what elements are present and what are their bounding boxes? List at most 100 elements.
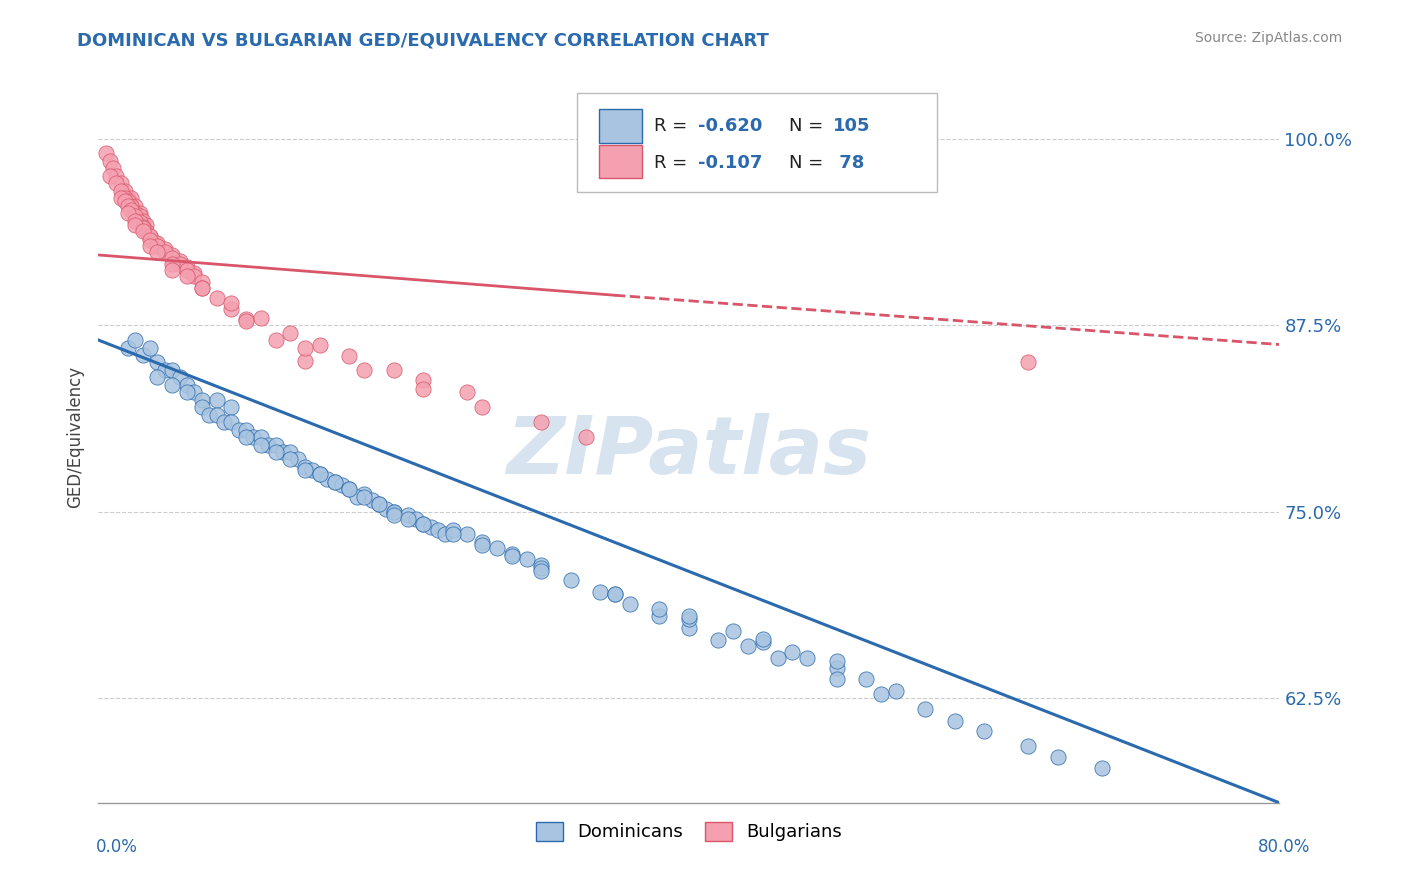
Point [98,169,121,183]
Point [132,348,155,362]
Point [139,228,162,243]
Point [212,415,235,429]
Point [162,363,183,377]
Point [191,392,214,407]
Point [146,239,169,253]
Point [124,213,146,227]
Point [153,244,176,259]
Point [250,437,273,451]
Point [235,423,257,437]
Text: -0.107: -0.107 [699,153,763,172]
Point [124,209,146,223]
Point [191,281,214,295]
Point [280,326,302,340]
Point [169,370,191,384]
Point [162,263,183,277]
Point [294,341,316,355]
Point [235,312,257,326]
Point [124,206,146,220]
Point [153,242,176,256]
Point [678,612,700,626]
Point [323,475,346,489]
Point [560,574,582,588]
Text: R =: R = [654,153,693,172]
Point [294,354,316,368]
Point [737,639,759,653]
Point [368,497,391,511]
Point [346,490,368,504]
Point [198,408,221,422]
Point [250,430,273,444]
Point [264,445,287,459]
Point [382,508,405,522]
Point [530,558,553,573]
Point [353,490,375,504]
Text: N =: N = [789,153,830,172]
Point [114,191,136,205]
Point [1018,355,1040,369]
Point [205,291,228,305]
Point [132,224,155,238]
Point [412,382,434,396]
Point [124,333,146,347]
Point [162,377,183,392]
Point [825,672,848,686]
Point [103,161,125,176]
Point [294,463,316,477]
Point [382,363,405,377]
FancyBboxPatch shape [599,110,641,143]
Point [353,363,375,377]
Point [287,452,309,467]
Point [382,505,405,519]
Point [1091,762,1114,776]
Point [110,191,132,205]
Point [752,634,775,648]
Text: -0.620: -0.620 [699,117,763,136]
Point [124,199,146,213]
Legend: Dominicans, Bulgarians: Dominicans, Bulgarians [529,814,849,848]
Point [117,341,139,355]
Point [501,549,523,564]
Text: N =: N = [789,117,830,136]
Point [183,268,205,283]
Point [412,516,434,531]
Point [169,257,191,271]
Point [316,472,339,486]
Text: R =: R = [654,117,693,136]
Point [884,683,907,698]
Point [242,430,264,444]
Point [162,257,183,271]
Point [235,313,257,327]
Point [162,251,183,265]
Point [501,547,523,561]
Point [339,483,361,497]
Y-axis label: GED/Equivalency: GED/Equivalency [66,366,84,508]
Point [339,350,361,364]
Point [132,221,155,235]
Point [221,301,243,316]
Point [191,281,214,295]
Point [368,497,391,511]
Point [146,244,169,259]
Point [146,370,169,384]
Point [135,224,157,238]
Text: 0.0%: 0.0% [96,838,138,855]
Point [169,254,191,268]
Point [441,523,464,537]
Point [330,478,353,492]
Point [398,512,420,526]
Point [162,248,183,262]
Point [280,445,302,459]
Point [457,385,479,400]
Point [412,373,434,387]
FancyBboxPatch shape [576,94,936,192]
Point [176,268,198,283]
Point [120,203,142,218]
Point [589,585,612,599]
Point [516,552,538,566]
Text: 78: 78 [832,153,865,172]
Point [530,565,553,579]
Point [752,632,775,646]
Point [235,430,257,444]
Point [398,508,420,522]
